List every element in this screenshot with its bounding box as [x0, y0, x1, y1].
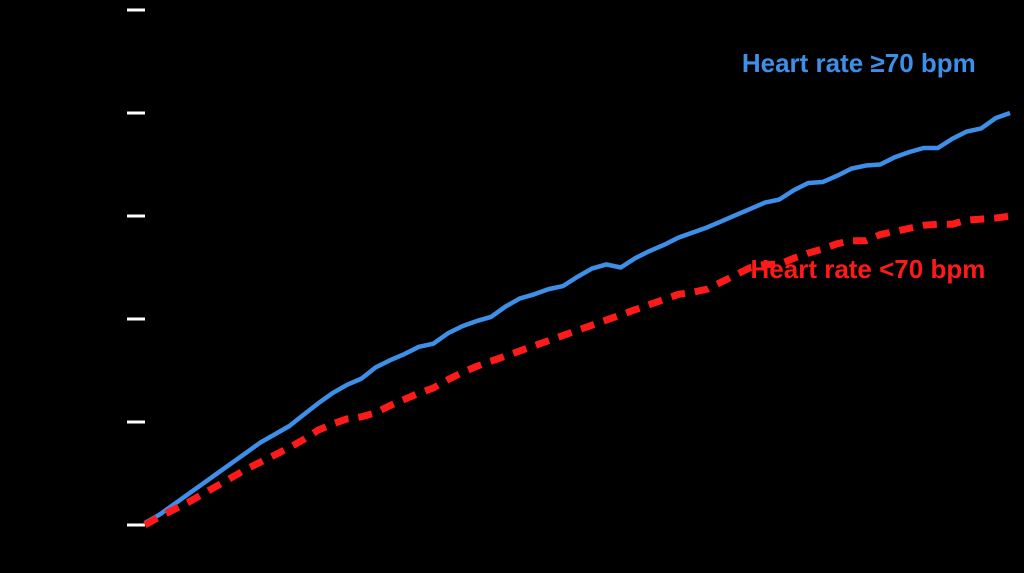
heart-rate-chart: Heart rate ≥70 bpm Heart rate <70 bpm — [0, 0, 1024, 573]
series-lines — [145, 113, 1010, 525]
y-axis-ticks — [127, 10, 145, 525]
chart-svg: Heart rate ≥70 bpm Heart rate <70 bpm — [0, 0, 1024, 573]
series-hr_ge_70 — [145, 113, 1010, 523]
label-hr_lt_70: Heart rate <70 bpm — [751, 254, 986, 284]
label-hr_ge_70: Heart rate ≥70 bpm — [742, 48, 976, 78]
